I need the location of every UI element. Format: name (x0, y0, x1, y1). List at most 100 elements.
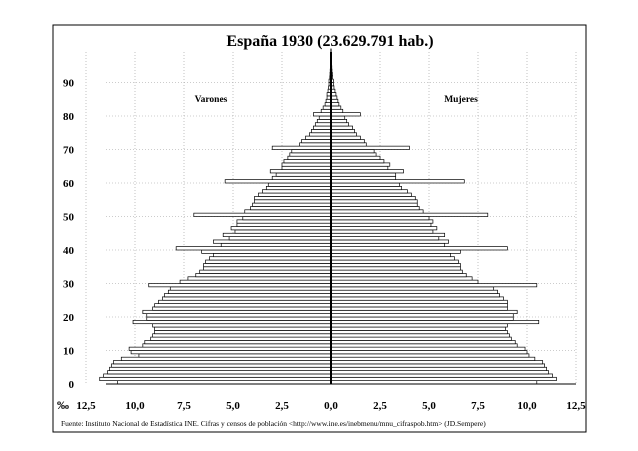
female-bar (330, 269, 463, 274)
male-bar (289, 152, 332, 157)
female-bar (330, 209, 424, 214)
x-tick-label: 7,5 (177, 400, 191, 412)
female-bar (330, 363, 545, 368)
male-bar (228, 236, 332, 241)
male-bar (162, 296, 332, 301)
male-bar (205, 259, 332, 264)
y-tick-label: 90 (63, 78, 75, 90)
y-axis-ticks: 0 10 20 30 40 50 60 70 80 90 (63, 78, 75, 392)
male-bar (169, 286, 332, 291)
female-bar (330, 108, 344, 114)
source-note: Fuente: Instituto Nacional de Estadístic… (61, 419, 486, 428)
female-bar (330, 346, 526, 351)
male-bar (99, 376, 332, 381)
male-bar (287, 155, 332, 160)
female-bar (330, 118, 348, 124)
female-bar (330, 175, 397, 181)
female-bar (330, 289, 498, 294)
female-bar (330, 212, 489, 217)
female-bar (330, 142, 367, 147)
series-label-varones: Varones (195, 95, 228, 105)
male-bar (142, 309, 332, 314)
male-bar (305, 135, 332, 140)
female-bar (330, 165, 389, 170)
male-bar (313, 125, 332, 130)
female-bar (330, 373, 553, 378)
female-bar (330, 246, 508, 251)
female-bar (330, 343, 518, 348)
male-bar (201, 249, 332, 254)
male-bar (213, 253, 332, 258)
male-bars (99, 48, 332, 385)
female-bar (330, 340, 516, 345)
x-tick-label: 2,5 (275, 400, 289, 412)
female-bar (330, 323, 508, 328)
female-bar (330, 320, 540, 325)
female-bar (330, 135, 361, 140)
female-bar (330, 182, 400, 187)
male-bar (164, 293, 332, 298)
female-bar (330, 236, 440, 241)
female-bar (330, 139, 365, 144)
male-bar (107, 370, 332, 375)
female-bar (330, 186, 402, 191)
male-bar (179, 279, 332, 284)
female-bar (330, 232, 446, 237)
male-bar (309, 132, 332, 137)
female-bar (330, 360, 544, 365)
male-bar (117, 380, 332, 385)
male-bar (281, 165, 332, 170)
female-bar (330, 172, 397, 177)
y-tick-label: 20 (63, 312, 75, 324)
female-bar (330, 279, 479, 284)
female-bar (330, 376, 557, 381)
female-bar (330, 202, 418, 207)
female-bar (330, 105, 342, 110)
male-bar (158, 299, 332, 304)
female-bar (330, 380, 538, 385)
x-axis-ticks: 12,5 10,0 7,5 5,0 2,5 0,0 2,5 5,0 7,5 10,0 12,5 (76, 400, 586, 412)
male-bar (148, 283, 332, 288)
female-bar (330, 276, 473, 281)
female-bar (330, 192, 412, 197)
female-bar (330, 293, 500, 298)
female-bar (330, 259, 459, 264)
male-bar (220, 242, 332, 248)
female-bar (330, 309, 518, 314)
female-bar (330, 296, 504, 301)
female-bar (330, 256, 455, 261)
male-bar (254, 196, 332, 201)
male-bar (167, 289, 332, 294)
female-bar (330, 229, 434, 234)
female-bars (330, 48, 557, 385)
male-bar (283, 159, 332, 164)
male-bar (195, 273, 332, 278)
y-tick-label: 0 (69, 379, 75, 391)
male-bar (230, 226, 332, 231)
female-bar (330, 313, 514, 318)
male-bar (281, 162, 332, 167)
female-bar (330, 370, 549, 375)
female-bar (330, 132, 357, 137)
female-bar (330, 266, 461, 271)
male-bar (146, 313, 332, 318)
male-bar (150, 336, 332, 341)
male-bar (271, 175, 332, 181)
male-bar (275, 172, 332, 177)
female-bar (330, 222, 432, 227)
female-bar (330, 350, 528, 355)
female-bar (330, 125, 353, 130)
male-bar (109, 366, 332, 371)
female-bar (330, 112, 361, 117)
y-tick-label: 40 (63, 245, 75, 257)
unit-label: ‰ (57, 398, 69, 412)
male-bar (120, 356, 332, 361)
male-bar (203, 263, 332, 268)
male-bar (154, 326, 332, 331)
female-bar (330, 196, 416, 201)
male-bar (111, 363, 332, 368)
y-tick-label: 30 (63, 279, 75, 291)
female-bar (330, 249, 461, 254)
female-bar (330, 115, 346, 120)
x-tick-label: 5,0 (422, 400, 436, 412)
